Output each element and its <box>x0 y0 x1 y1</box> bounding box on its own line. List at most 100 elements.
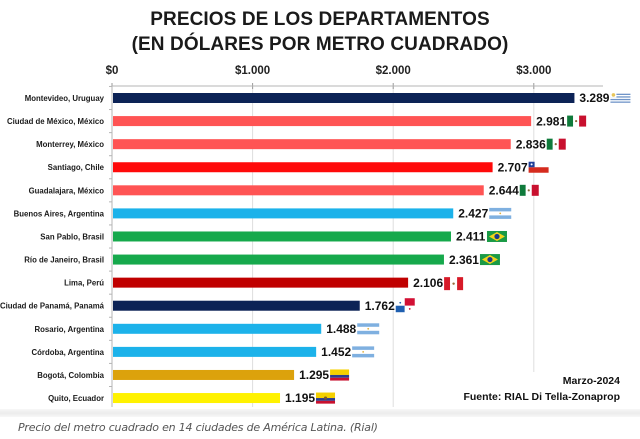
value-label: 1.295 <box>299 368 329 382</box>
flag-part <box>610 101 631 103</box>
category-label: Ciudad de Panamá, Panamá <box>0 302 105 311</box>
brazil-flag-icon <box>479 254 500 266</box>
flag-part <box>528 161 549 168</box>
bar <box>113 208 454 219</box>
mexico-flag-icon <box>546 138 566 150</box>
x-tick-label: $0 <box>106 65 119 77</box>
flag-part <box>352 353 375 358</box>
chart-title: PRECIOS DE LOS DEPARTAMENTOS <box>150 9 490 30</box>
flag-emblem <box>452 282 455 285</box>
value-label: 2.106 <box>413 276 443 290</box>
category-label: Monterrey, México <box>36 140 104 149</box>
bar <box>113 277 409 288</box>
value-label: 2.707 <box>498 160 528 174</box>
flag-globe <box>494 233 500 240</box>
category-label: Montevideo, Uruguay <box>25 94 105 103</box>
value-label: 2.427 <box>458 207 488 221</box>
flag-part <box>352 346 375 350</box>
flag-sun <box>367 327 370 330</box>
chile-flag-icon <box>528 161 549 173</box>
bar <box>113 300 360 311</box>
flag-sun <box>362 350 365 353</box>
flag-part <box>330 369 350 375</box>
value-label: 1.452 <box>321 345 351 359</box>
bar <box>113 369 295 380</box>
category-label: San Pablo, Brasil <box>40 232 104 241</box>
separator <box>0 409 640 417</box>
value-label: 2.411 <box>456 230 486 244</box>
flag-globe <box>487 256 493 263</box>
mexico-flag-icon <box>519 184 539 196</box>
bar <box>113 185 484 196</box>
flag-part <box>519 184 526 196</box>
flag-part <box>330 377 350 381</box>
flag-part <box>610 92 631 104</box>
x-tick-label: $3.000 <box>516 65 551 77</box>
bar <box>113 116 532 127</box>
flag-part <box>316 392 336 399</box>
argentina-flag-icon <box>352 346 375 358</box>
flag-part <box>546 138 553 150</box>
x-tick-label: $1.000 <box>235 65 270 77</box>
category-label: Río de Janeiro, Brasil <box>24 256 104 265</box>
flag-part <box>489 215 512 219</box>
flag-part <box>610 93 631 95</box>
flag-part <box>558 138 566 150</box>
flag-part <box>444 277 451 291</box>
flag-part <box>567 115 574 127</box>
flag-part <box>330 374 350 378</box>
category-label: Buenos Aires, Argentina <box>14 209 105 218</box>
flag-part <box>395 305 405 313</box>
flag-part <box>357 330 380 335</box>
category-label: Quito, Ecuador <box>48 394 104 403</box>
flag-part <box>531 184 539 196</box>
peru-flag-icon <box>444 277 464 291</box>
flag-part <box>316 400 336 404</box>
ecuador-flag-icon <box>316 392 336 404</box>
value-label: 1.195 <box>285 391 315 405</box>
uruguay-flag-icon <box>610 92 631 104</box>
flag-emblem <box>554 143 557 146</box>
flag-emblem <box>575 119 578 123</box>
argentina-flag-icon <box>489 207 512 219</box>
bar <box>113 393 281 404</box>
image-caption: Precio del metro cuadrado en 14 ciudades… <box>18 421 378 434</box>
flag-part <box>528 167 549 173</box>
flag-part <box>579 115 587 127</box>
flag-star <box>408 308 411 310</box>
flag-star <box>399 301 402 304</box>
bar <box>113 93 575 103</box>
flag-part <box>489 207 512 212</box>
colombia-flag-icon <box>330 369 350 381</box>
category-label: Ciudad de México, México <box>7 117 104 126</box>
category-label: Bogotá, Colombia <box>37 371 104 380</box>
date-note: Marzo-2024 <box>562 375 620 387</box>
flag-emblem <box>323 396 328 400</box>
bar <box>113 231 451 242</box>
flag-part <box>457 277 464 291</box>
category-label: Santiago, Chile <box>48 163 105 172</box>
flag-part <box>357 323 380 327</box>
flag-sun <box>611 93 616 97</box>
bar <box>113 346 317 357</box>
flag-sun <box>499 212 502 215</box>
flag-star <box>530 163 533 166</box>
value-label: 2.644 <box>489 184 519 198</box>
flag-emblem <box>527 189 530 192</box>
value-label: 2.361 <box>449 253 479 267</box>
category-label: Lima, Perú <box>64 279 104 288</box>
chart-subtitle: (EN DÓLARES POR METRO CUADRADO) <box>131 34 509 55</box>
notes-background <box>440 372 640 408</box>
flag-part <box>610 98 631 101</box>
value-label: 2.836 <box>516 137 546 151</box>
category-label: Córdoba, Argentina <box>32 348 105 357</box>
source-note: Fuente: RIAL Di Tella-Zonaprop <box>463 391 620 403</box>
value-label: 1.762 <box>365 299 395 313</box>
value-label: 1.488 <box>326 322 356 336</box>
brazil-flag-icon <box>486 230 507 242</box>
flag-part <box>404 298 415 306</box>
x-tick-label: $2.000 <box>376 65 411 77</box>
bar <box>113 254 444 265</box>
value-label: 3.289 <box>579 91 609 105</box>
